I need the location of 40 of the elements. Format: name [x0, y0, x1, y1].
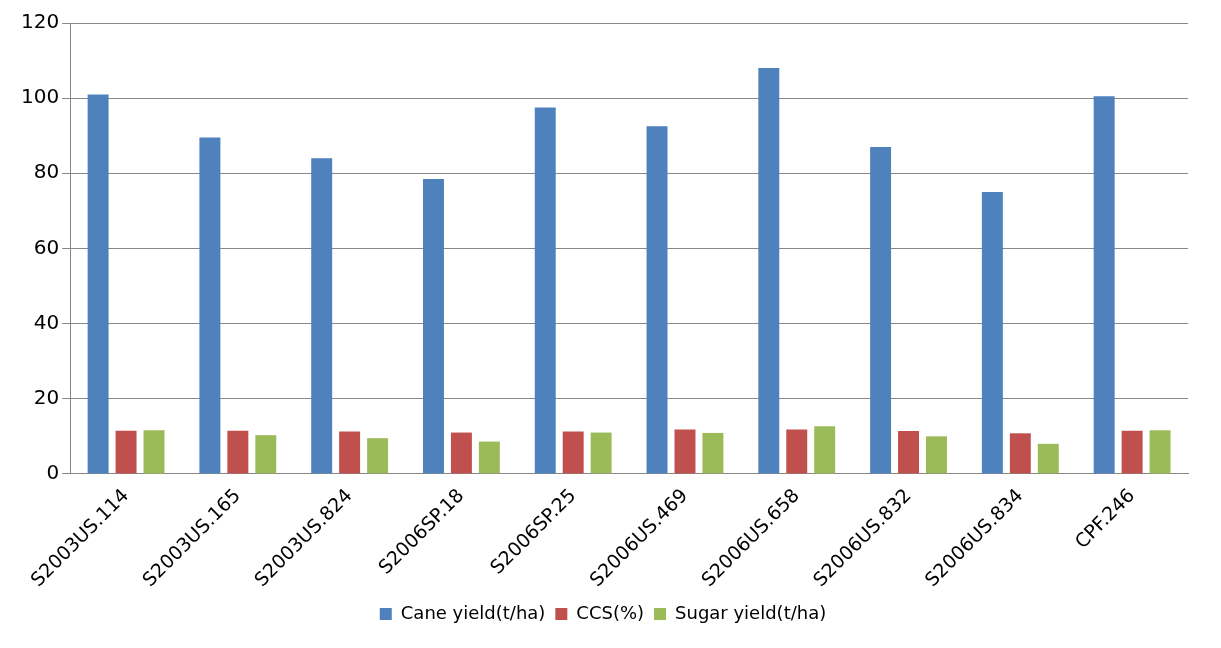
- bar: [898, 431, 920, 474]
- bar: [1009, 433, 1031, 474]
- bar: [1121, 430, 1143, 474]
- bar: [926, 436, 947, 474]
- bar: [702, 432, 724, 474]
- bar: [143, 430, 165, 474]
- bar: [1037, 443, 1059, 474]
- bar: [311, 158, 333, 474]
- y-tick-label: 20: [33, 384, 60, 409]
- bar: [199, 137, 221, 474]
- bar: [981, 192, 1003, 474]
- bar: [1149, 430, 1171, 474]
- bar: [646, 126, 668, 474]
- bar: [227, 430, 249, 474]
- bar: [870, 146, 892, 474]
- y-tick-label: 100: [20, 84, 60, 109]
- y-tick-label: 0: [46, 460, 60, 485]
- y-tick-label: 40: [33, 309, 60, 334]
- bar: [786, 429, 808, 474]
- legend-label: Sugar yield(t/ha): [675, 601, 827, 623]
- bar: [534, 107, 556, 474]
- bar: [422, 178, 444, 474]
- bar: [590, 432, 612, 474]
- bar: [562, 431, 584, 474]
- y-tick-label: 120: [20, 9, 60, 34]
- bar: [1093, 96, 1115, 474]
- bar: [87, 94, 109, 474]
- bar: [450, 432, 472, 474]
- legend-label: CCS(%): [576, 601, 645, 623]
- bar: [478, 441, 500, 474]
- bar: [339, 431, 361, 474]
- bar: [255, 435, 277, 474]
- legend-label: Cane yield(t/ha): [400, 601, 546, 623]
- y-tick-label: 80: [33, 159, 60, 184]
- bar: [367, 438, 389, 474]
- y-tick-label: 60: [33, 234, 60, 259]
- bar: [758, 68, 780, 474]
- bar: [814, 426, 836, 474]
- bar: [115, 430, 137, 474]
- bar: [674, 429, 696, 474]
